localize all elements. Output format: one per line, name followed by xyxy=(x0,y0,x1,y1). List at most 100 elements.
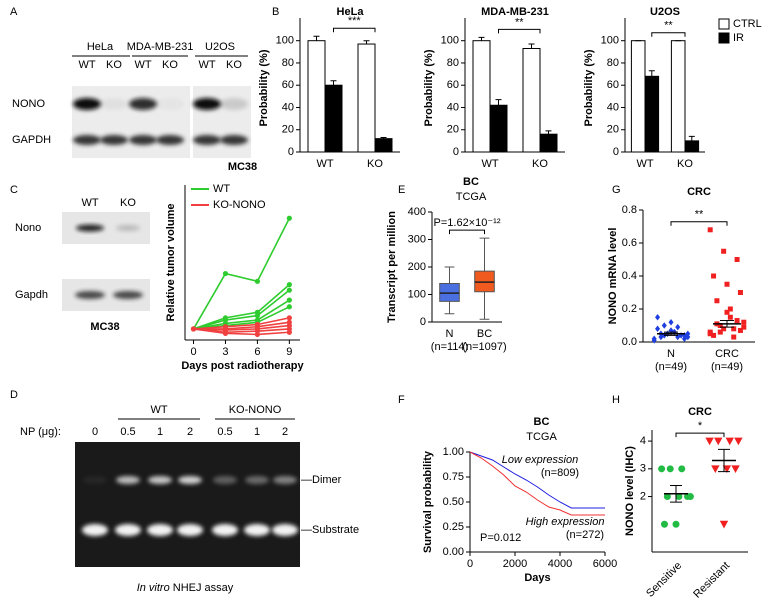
gel-band xyxy=(272,524,298,536)
data-point xyxy=(658,333,664,341)
data-point xyxy=(721,326,727,332)
x-tick-label: KO xyxy=(677,158,693,170)
blot-row-label: NONO xyxy=(12,98,45,110)
y-tick-label: 80 xyxy=(447,57,459,69)
x-tick-label: 9 xyxy=(286,346,292,358)
data-point xyxy=(711,465,720,474)
data-point xyxy=(254,313,261,319)
data-point xyxy=(655,325,661,333)
data-point xyxy=(678,465,686,473)
data-point xyxy=(707,227,713,233)
y-tick-label: 40 xyxy=(607,101,619,113)
data-point xyxy=(727,306,733,312)
x-tick-label: N xyxy=(667,348,675,360)
significance-bracket xyxy=(333,27,376,33)
cell-line-label: U2OS xyxy=(205,41,235,53)
series-count: (n=272) xyxy=(566,529,604,541)
data-point xyxy=(672,520,680,528)
blot-band xyxy=(100,98,128,110)
data-point xyxy=(254,331,261,338)
annotation: ** xyxy=(515,16,524,28)
group-label: KO-NONO xyxy=(229,404,282,416)
data-point xyxy=(222,270,229,277)
bar xyxy=(324,84,343,153)
data-point xyxy=(675,323,681,331)
data-point xyxy=(737,327,743,333)
y-axis-label: Probability (%) xyxy=(583,49,595,126)
cell-line-label: HeLa xyxy=(87,41,114,53)
x-tick-label: 0 xyxy=(190,346,196,358)
x-axis-label: Days xyxy=(524,572,550,584)
y-tick-label: 0.8 xyxy=(622,204,637,216)
gel-band xyxy=(148,476,172,484)
gel-band xyxy=(115,524,141,536)
gel-band xyxy=(83,476,107,484)
series-line xyxy=(193,299,290,330)
y-tick-label: 200 xyxy=(408,261,426,273)
chart-title: CRC xyxy=(687,186,711,198)
data-point xyxy=(705,437,714,446)
blot-band xyxy=(100,135,128,145)
series-label: Low expression xyxy=(502,454,578,466)
chart-subtitle: TCGA xyxy=(456,191,487,203)
x-tick-label: KO xyxy=(532,158,548,170)
lane-label: 0 xyxy=(92,426,98,438)
error-bar xyxy=(720,320,734,328)
count-label: (n=1097) xyxy=(462,341,506,353)
chart-title: HeLa xyxy=(337,6,365,18)
y-tick-label: 4 xyxy=(640,435,646,447)
genotype-label: WT xyxy=(134,59,151,71)
chart-title: BC xyxy=(534,416,550,428)
series-line xyxy=(469,451,605,516)
data-point xyxy=(724,281,730,287)
data-point xyxy=(717,323,723,328)
chart-title: BC xyxy=(463,176,479,188)
count-label: (n=114) xyxy=(431,341,468,353)
bar xyxy=(374,138,393,153)
band-label: —Dimer xyxy=(301,474,342,486)
y-tick-label: 40 xyxy=(447,101,459,113)
bar xyxy=(472,40,491,153)
y-tick-label: 0.6 xyxy=(622,237,637,249)
y-axis-label: Probability (%) xyxy=(423,49,435,126)
series-line xyxy=(193,324,290,331)
data-point xyxy=(741,324,747,330)
count-label: (n=49) xyxy=(711,361,743,373)
data-point xyxy=(734,257,740,262)
lane-label: 2 xyxy=(187,426,193,438)
panel-label: H xyxy=(612,394,620,406)
bar xyxy=(357,43,376,153)
data-point xyxy=(684,493,692,501)
blot-band xyxy=(75,291,105,299)
legend-label: KO-NONO xyxy=(213,199,266,211)
data-point xyxy=(655,314,661,321)
panel-label: D xyxy=(10,389,18,401)
y-tick-label: 0.75 xyxy=(443,471,464,483)
panel-label: G xyxy=(612,184,621,196)
error-bar xyxy=(528,43,535,49)
gel-band xyxy=(244,524,270,536)
blot-band xyxy=(73,98,101,110)
genotype-label: KO xyxy=(162,59,178,71)
y-axis-label: Probability (%) xyxy=(258,49,270,126)
data-point xyxy=(731,334,737,340)
data-point xyxy=(660,520,668,528)
error-bar xyxy=(313,35,320,41)
error-bar xyxy=(380,137,387,139)
y-tick-label: 80 xyxy=(607,57,619,69)
blot-band xyxy=(129,135,157,145)
lane-label: 0.5 xyxy=(120,426,135,438)
significance-bracket xyxy=(651,32,686,37)
data-point xyxy=(737,290,743,295)
x-tick-label: WT xyxy=(481,158,498,170)
legend-swatch xyxy=(718,18,730,30)
gel-band xyxy=(213,476,237,484)
bar xyxy=(522,47,541,153)
band-label: —Substrate xyxy=(301,524,359,536)
chart-title: MC38 xyxy=(228,161,257,173)
series-line xyxy=(469,451,605,509)
data-point xyxy=(661,322,667,329)
count-label: (n=49) xyxy=(655,361,687,373)
blot-band xyxy=(220,135,248,145)
